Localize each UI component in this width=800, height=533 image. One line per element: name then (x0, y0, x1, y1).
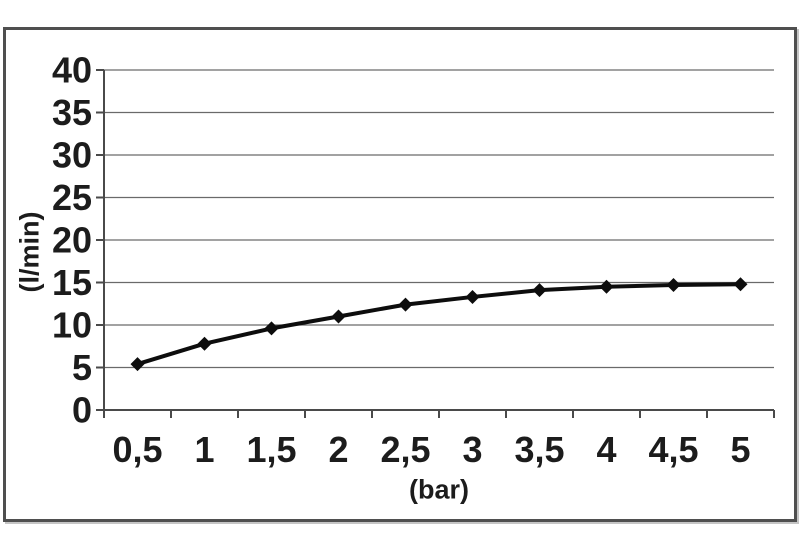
x-tick-label: 5 (730, 429, 750, 470)
data-point-marker (331, 309, 346, 324)
data-point-marker (398, 297, 413, 312)
y-tick-label: 35 (52, 92, 92, 133)
data-point-marker (733, 277, 748, 292)
y-tick-label: 10 (52, 305, 92, 346)
x-tick-label: 3 (462, 429, 482, 470)
series-line (135, 282, 743, 367)
data-point-marker (666, 278, 681, 293)
y-tick-label: 0 (72, 390, 92, 431)
x-tick-label: 1,5 (246, 429, 296, 470)
x-tick-label: 2 (328, 429, 348, 470)
y-tick-label: 15 (52, 262, 92, 303)
data-point-marker (130, 357, 145, 372)
data-point-marker (264, 321, 279, 336)
data-point-marker (532, 283, 547, 298)
x-tick-label: 2,5 (380, 429, 430, 470)
x-tick-label: 1 (194, 429, 214, 470)
x-tick-label: 0,5 (112, 429, 162, 470)
x-axis-title: (bar) (409, 474, 469, 505)
x-tick-label: 4 (596, 429, 616, 470)
data-point-marker (599, 279, 614, 294)
y-tick-label: 20 (52, 220, 92, 261)
x-tick-label: 3,5 (514, 429, 564, 470)
y-tick-label: 25 (52, 177, 92, 218)
y-tick-label: 40 (52, 50, 92, 91)
y-axis-title: (l/min) (14, 211, 45, 293)
x-tick-label: 4,5 (648, 429, 698, 470)
data-point-marker (465, 289, 480, 304)
data-point-marker (197, 336, 212, 351)
chart-frame: 0 5 10 15 20 25 30 35 40 0,5 1 1,5 2 2,5 3 3,5 4 4,5 5 (l/… (3, 27, 797, 522)
y-tick-label: 30 (52, 135, 92, 176)
y-tick-label: 5 (72, 347, 92, 388)
